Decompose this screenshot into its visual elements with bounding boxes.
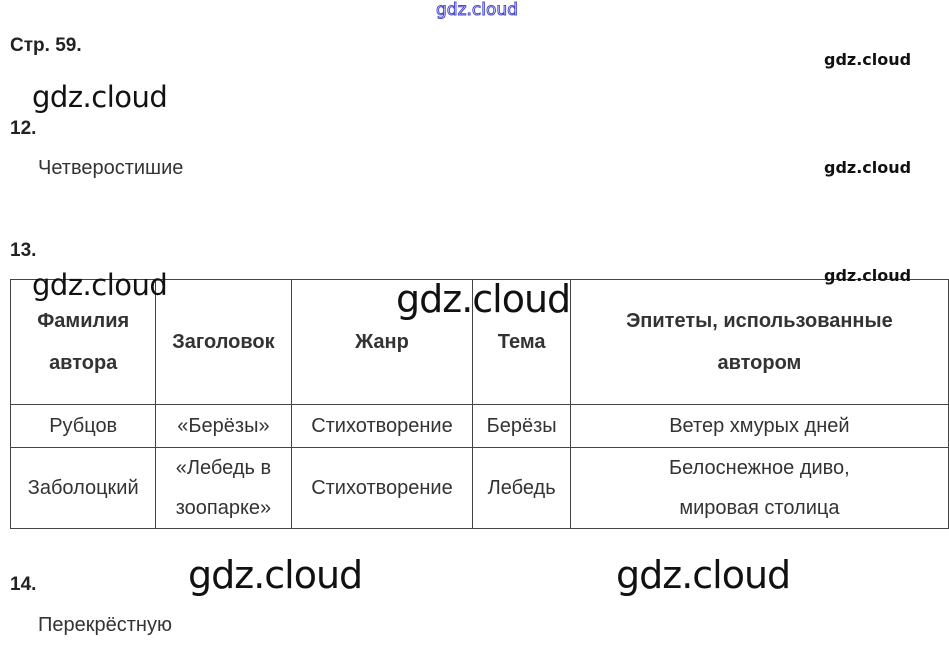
watermark: gdz.cloud bbox=[436, 0, 519, 21]
watermark: gdz.cloud bbox=[616, 553, 791, 597]
header-theme: Тема bbox=[472, 279, 571, 405]
watermark: gdz.cloud bbox=[824, 158, 912, 177]
cell: «Берёзы» bbox=[155, 404, 292, 448]
header-author: Фамилия автора bbox=[9, 279, 157, 405]
header-genre: Жанр bbox=[290, 279, 474, 405]
task-number: 12. bbox=[10, 118, 37, 139]
header-title: Заголовок bbox=[155, 279, 292, 405]
cell: Лебедь bbox=[472, 447, 571, 529]
task-number: 14. bbox=[10, 574, 37, 595]
table-row: Заболоцкий «Лебедь в зоопарке» Стихотвор… bbox=[9, 447, 949, 529]
page-label: Стр. 59. bbox=[10, 35, 82, 56]
task-answer: Перекрёстную bbox=[38, 614, 172, 636]
watermark: gdz.cloud bbox=[396, 277, 571, 321]
cell: Рубцов bbox=[9, 404, 157, 448]
cell: Стихотворение bbox=[290, 404, 474, 448]
watermark: gdz.cloud bbox=[824, 50, 912, 69]
cell: Берёзы bbox=[472, 404, 571, 448]
cell: Заболоцкий bbox=[9, 447, 157, 529]
watermark: gdz.cloud bbox=[188, 553, 363, 597]
cell: Стихотворение bbox=[290, 447, 474, 529]
watermark: gdz.cloud bbox=[824, 266, 912, 285]
cell: Белоснежное диво, мировая столица bbox=[569, 447, 949, 529]
literature-table: Фамилия автора Заголовок Жанр Тема Эпите… bbox=[9, 279, 949, 529]
task-number: 13. bbox=[10, 240, 37, 261]
watermark: gdz.cloud bbox=[32, 268, 168, 302]
header-epithets: Эпитеты, использованные автором bbox=[569, 279, 949, 405]
task-answer: Четверостишие bbox=[38, 157, 184, 179]
table-row: Рубцов «Берёзы» Стихотворение Берёзы Вет… bbox=[9, 404, 949, 448]
table-header-row: Фамилия автора Заголовок Жанр Тема Эпите… bbox=[9, 279, 949, 405]
cell: Ветер хмурых дней bbox=[569, 404, 949, 448]
cell: «Лебедь в зоопарке» bbox=[155, 447, 292, 529]
watermark: gdz.cloud bbox=[32, 80, 168, 114]
